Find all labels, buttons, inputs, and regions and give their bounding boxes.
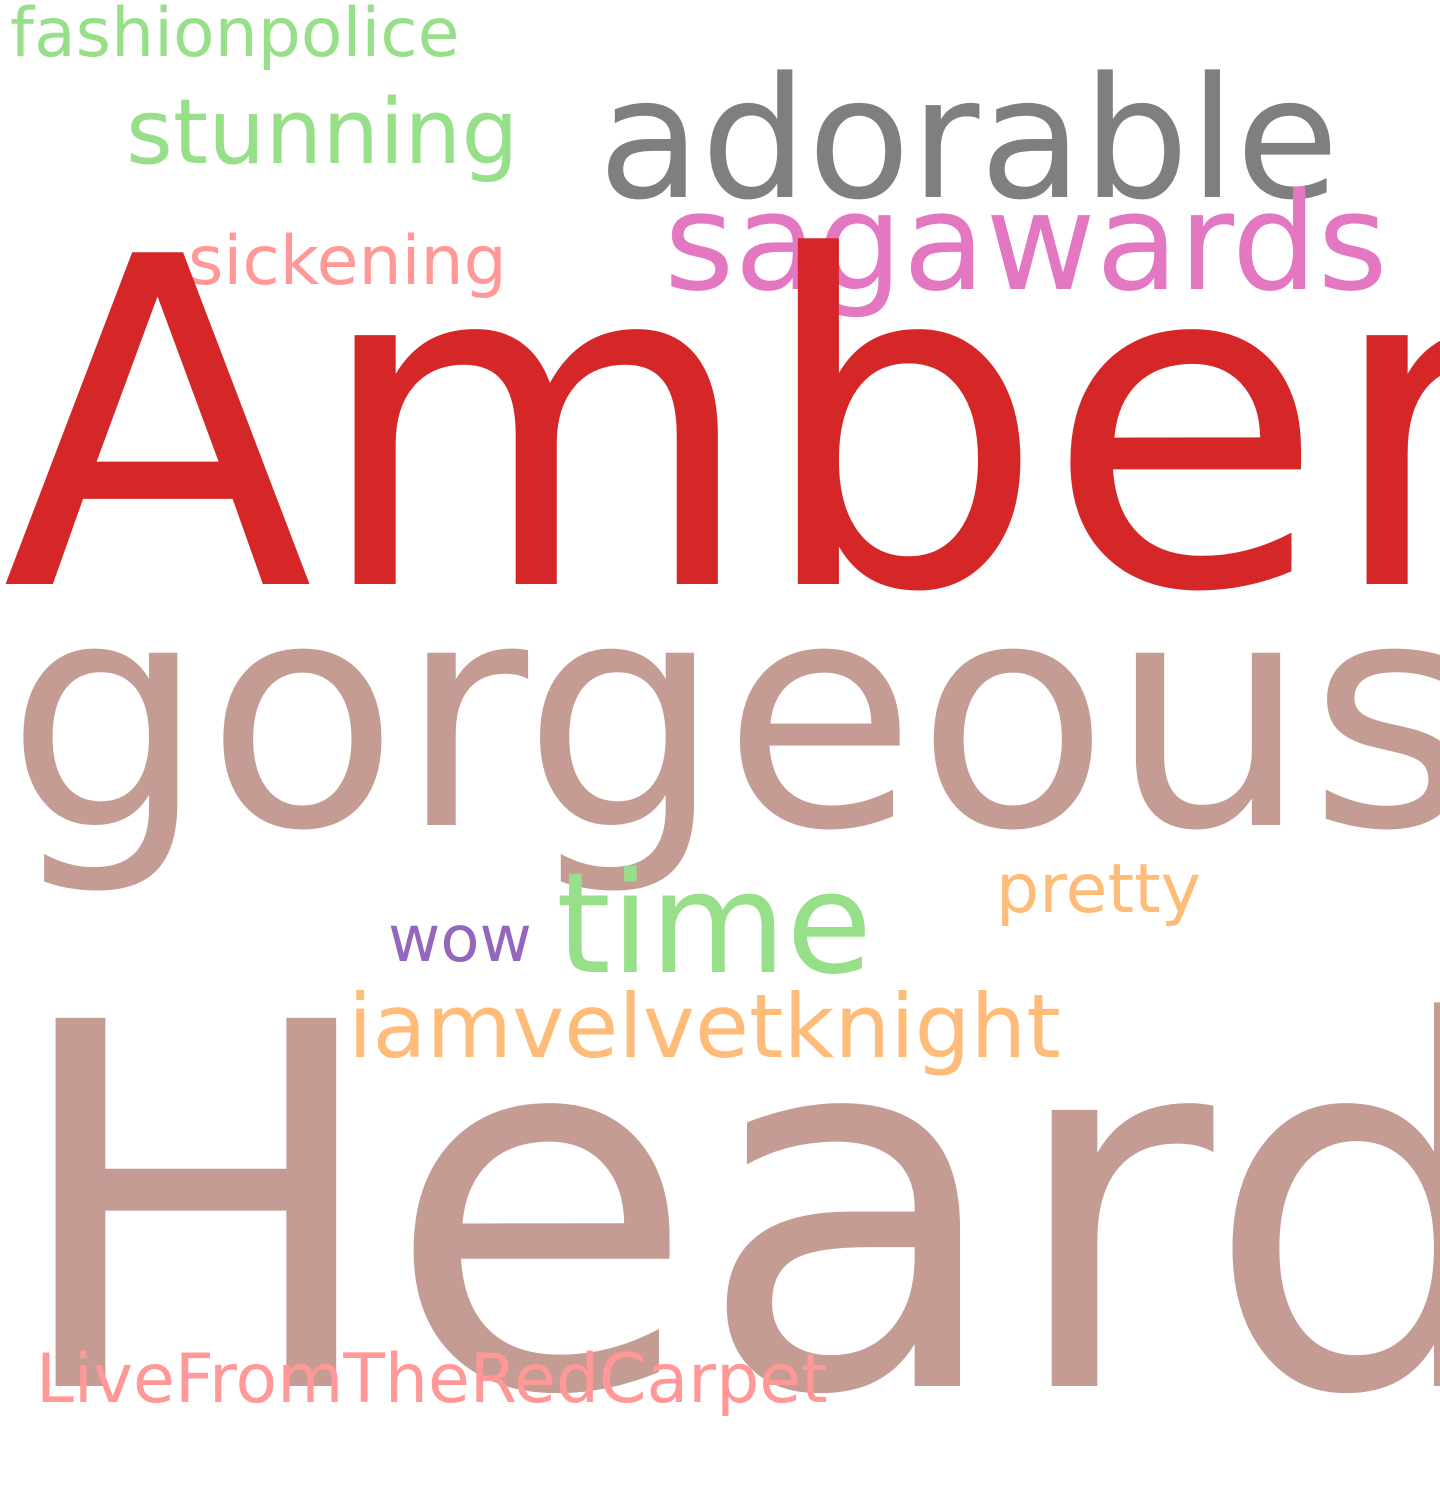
word-livefromtheredcarpet: LiveFromTheRedCarpet	[36, 1340, 828, 1419]
word-heard: Heard	[6, 918, 1440, 1506]
word-adorable: adorable	[598, 41, 1340, 237]
word-amber: Amber	[2, 163, 1440, 692]
word-time: time	[556, 843, 873, 1006]
word-pretty: pretty	[996, 850, 1202, 929]
word-sagawards: sagawards	[664, 164, 1388, 321]
word-stunning: stunning	[126, 80, 519, 185]
word-sickening: sickening	[188, 222, 507, 301]
word-fashionpolice: fashionpolice	[10, 0, 460, 73]
word-iamvelvetknight: iamvelvetknight	[348, 975, 1061, 1078]
word-wow: wow	[388, 903, 532, 977]
word-cloud: fashionpolice adorable stunning sagaward…	[0, 0, 1440, 1465]
word-gorgeous: gorgeous	[6, 534, 1440, 900]
